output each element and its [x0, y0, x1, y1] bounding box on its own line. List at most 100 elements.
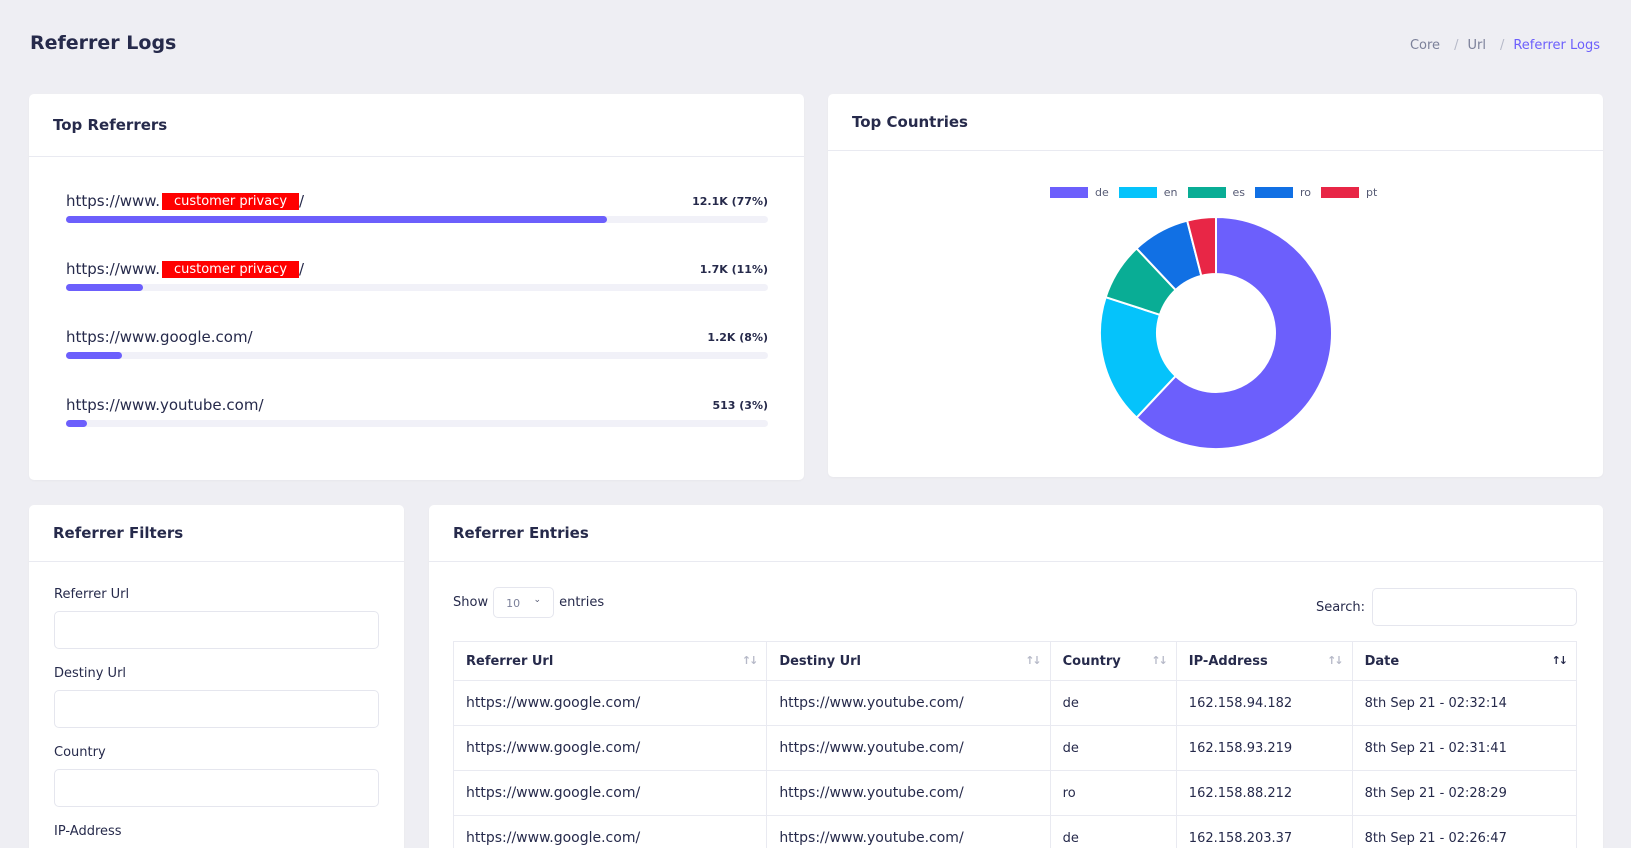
referrer-progress-fill	[66, 420, 88, 427]
table-row: https://www.google.com/ https://www.yout…	[452, 725, 1578, 771]
page-length-select[interactable]: 10 ⌄	[493, 587, 555, 618]
cell-country: ro	[1049, 770, 1177, 816]
referrer-progress-fill	[66, 352, 123, 359]
referrer-row: https://www. customer privacy/ 12.1K (77%…	[66, 192, 768, 242]
page-header: Referrer Logs Core / Url / Referrer Logs	[0, 0, 1631, 90]
chevron-down-icon: ⌄	[533, 595, 542, 605]
show-label: Show	[453, 595, 489, 610]
country-input[interactable]	[54, 769, 379, 807]
cell-date: 8th Sep 21 - 02:26:47	[1351, 815, 1578, 848]
referrer-url: https://www.google.com/	[66, 328, 253, 346]
legend-item-pt[interactable]: pt	[1321, 186, 1379, 199]
breadcrumb: Core / Url / Referrer Logs	[1410, 38, 1600, 53]
donut-slice-de[interactable]	[1135, 215, 1333, 450]
breadcrumb-separator: /	[1499, 38, 1505, 53]
country-label: Country	[54, 745, 106, 760]
cell-ip-address: 162.158.94.182	[1175, 680, 1353, 726]
referrer-entries-card: Referrer Entries Show 10 ⌄ entries Searc…	[429, 505, 1603, 848]
cell-destiny-url: https://www.youtube.com/	[766, 680, 1051, 726]
referrer-url-label: Referrer Url	[54, 587, 130, 602]
referrer-url: https://www. customer privacy /	[66, 192, 304, 210]
donut-slice-pt[interactable]	[1185, 215, 1217, 278]
destiny-url-input[interactable]	[54, 690, 379, 728]
legend-swatch	[1118, 187, 1157, 198]
column-header-destiny-url[interactable]: Destiny Url ↑↓	[766, 641, 1051, 681]
referrer-entries-title: Referrer Entries	[453, 524, 589, 542]
legend-item-en[interactable]: en	[1118, 186, 1180, 199]
referrer-row: https://www.youtube.com/ 513 (3%)	[66, 396, 768, 446]
referrer-filters-card: Referrer Filters Referrer Url Destiny Ur…	[29, 505, 404, 848]
referrer-row: https://www.google.com/ 1.2K (8%)	[66, 328, 768, 378]
referrer-progress-track	[66, 420, 768, 427]
ip-address-label: IP-Address	[54, 824, 122, 839]
cell-date: 8th Sep 21 - 02:28:29	[1351, 770, 1578, 816]
cell-ip-address: 162.158.88.212	[1175, 770, 1353, 816]
search-input[interactable]	[1372, 588, 1577, 626]
page-title: Referrer Logs	[30, 32, 177, 54]
breadcrumb-url[interactable]: Url	[1467, 38, 1486, 53]
referrer-row: https://www. customer privacy/ 1.7K (11%)	[66, 260, 768, 310]
referrer-entries-table: Referrer Url ↑↓ Destiny Url ↑↓ Country ↑↓ I…	[452, 641, 1578, 848]
referrer-filters-title: Referrer Filters	[53, 524, 184, 542]
referrer-stat: 12.1K (77%)	[692, 195, 768, 208]
table-row: https://www.google.com/ https://www.yout…	[452, 815, 1578, 848]
sort-icon: ↑↓	[741, 654, 759, 667]
top-referrers-title: Top Referrers	[53, 116, 168, 134]
referrer-url: https://www. customer privacy /	[66, 260, 304, 278]
legend-label: pt	[1366, 186, 1378, 199]
column-header-label: IP-Address	[1188, 653, 1268, 669]
column-header-country[interactable]: Country ↑↓	[1049, 641, 1177, 681]
table-header-row: Referrer Url ↑↓ Destiny Url ↑↓ Country ↑↓ I…	[452, 641, 1578, 681]
entries-label: entries	[559, 595, 605, 610]
referrer-progress-track	[66, 284, 768, 291]
breadcrumb-core[interactable]: Core	[1409, 38, 1441, 53]
referrer-stat: 513 (3%)	[712, 399, 768, 412]
column-header-label: Date	[1364, 653, 1400, 669]
referrer-url-text: https://www.google.com/	[66, 328, 253, 346]
cell-referrer-url: https://www.google.com/	[452, 725, 768, 771]
cell-destiny-url: https://www.youtube.com/	[766, 815, 1051, 848]
cell-country: de	[1049, 680, 1177, 726]
legend-item-de[interactable]: de	[1050, 186, 1111, 199]
column-header-date[interactable]: Date ↑↓	[1351, 641, 1578, 681]
table-row: https://www.google.com/ https://www.yout…	[452, 680, 1578, 726]
legend-swatch	[1255, 187, 1293, 198]
referrer-progress-fill	[66, 284, 144, 291]
referrer-stat: 1.2K (8%)	[707, 331, 768, 344]
top-referrers-card: Top Referrers https://www. customer priva…	[29, 94, 804, 480]
referrer-url-prefix: https://www.	[66, 192, 160, 210]
cell-ip-address: 162.158.93.219	[1175, 725, 1353, 771]
page-length-value: 10	[506, 597, 521, 610]
card-header: Top Countries	[828, 94, 1603, 151]
column-header-label: Referrer Url	[466, 653, 554, 669]
legend-swatch	[1050, 187, 1088, 198]
column-header-ip-address[interactable]: IP-Address ↑↓	[1175, 641, 1353, 681]
redaction-label: customer privacy	[161, 260, 300, 278]
referrer-url-text: https://www.youtube.com/	[66, 396, 264, 414]
table-search: Search:	[1316, 588, 1577, 626]
referrer-progress-track	[66, 352, 768, 359]
referrer-progress-track	[66, 216, 768, 223]
legend-label: en	[1163, 186, 1178, 199]
column-header-referrer-url[interactable]: Referrer Url ↑↓	[452, 641, 768, 681]
chart-legend: de en es ro pt	[1050, 186, 1379, 199]
cell-ip-address: 162.158.203.37	[1175, 815, 1353, 848]
redaction-label: customer privacy	[161, 192, 300, 210]
cell-date: 8th Sep 21 - 02:31:41	[1351, 725, 1578, 771]
breadcrumb-referrer-logs: Referrer Logs	[1513, 38, 1600, 53]
legend-item-es[interactable]: es	[1187, 186, 1248, 199]
card-header: Top Referrers	[29, 94, 804, 157]
page-length-control: Show 10 ⌄ entries	[453, 587, 604, 618]
referrer-url-prefix: https://www.	[66, 260, 160, 278]
cell-country: de	[1049, 725, 1177, 771]
referrer-url-input[interactable]	[54, 611, 379, 649]
sort-icon: ↑↓	[1025, 654, 1042, 667]
destiny-url-label: Destiny Url	[54, 666, 127, 681]
breadcrumb-separator: /	[1454, 38, 1459, 53]
cell-date: 8th Sep 21 - 02:32:14	[1351, 680, 1578, 726]
referrer-url: https://www.youtube.com/	[66, 396, 264, 414]
legend-item-ro[interactable]: ro	[1255, 186, 1313, 199]
cell-referrer-url: https://www.google.com/	[452, 815, 768, 848]
cell-referrer-url: https://www.google.com/	[452, 770, 768, 816]
referrer-progress-fill	[66, 216, 607, 223]
